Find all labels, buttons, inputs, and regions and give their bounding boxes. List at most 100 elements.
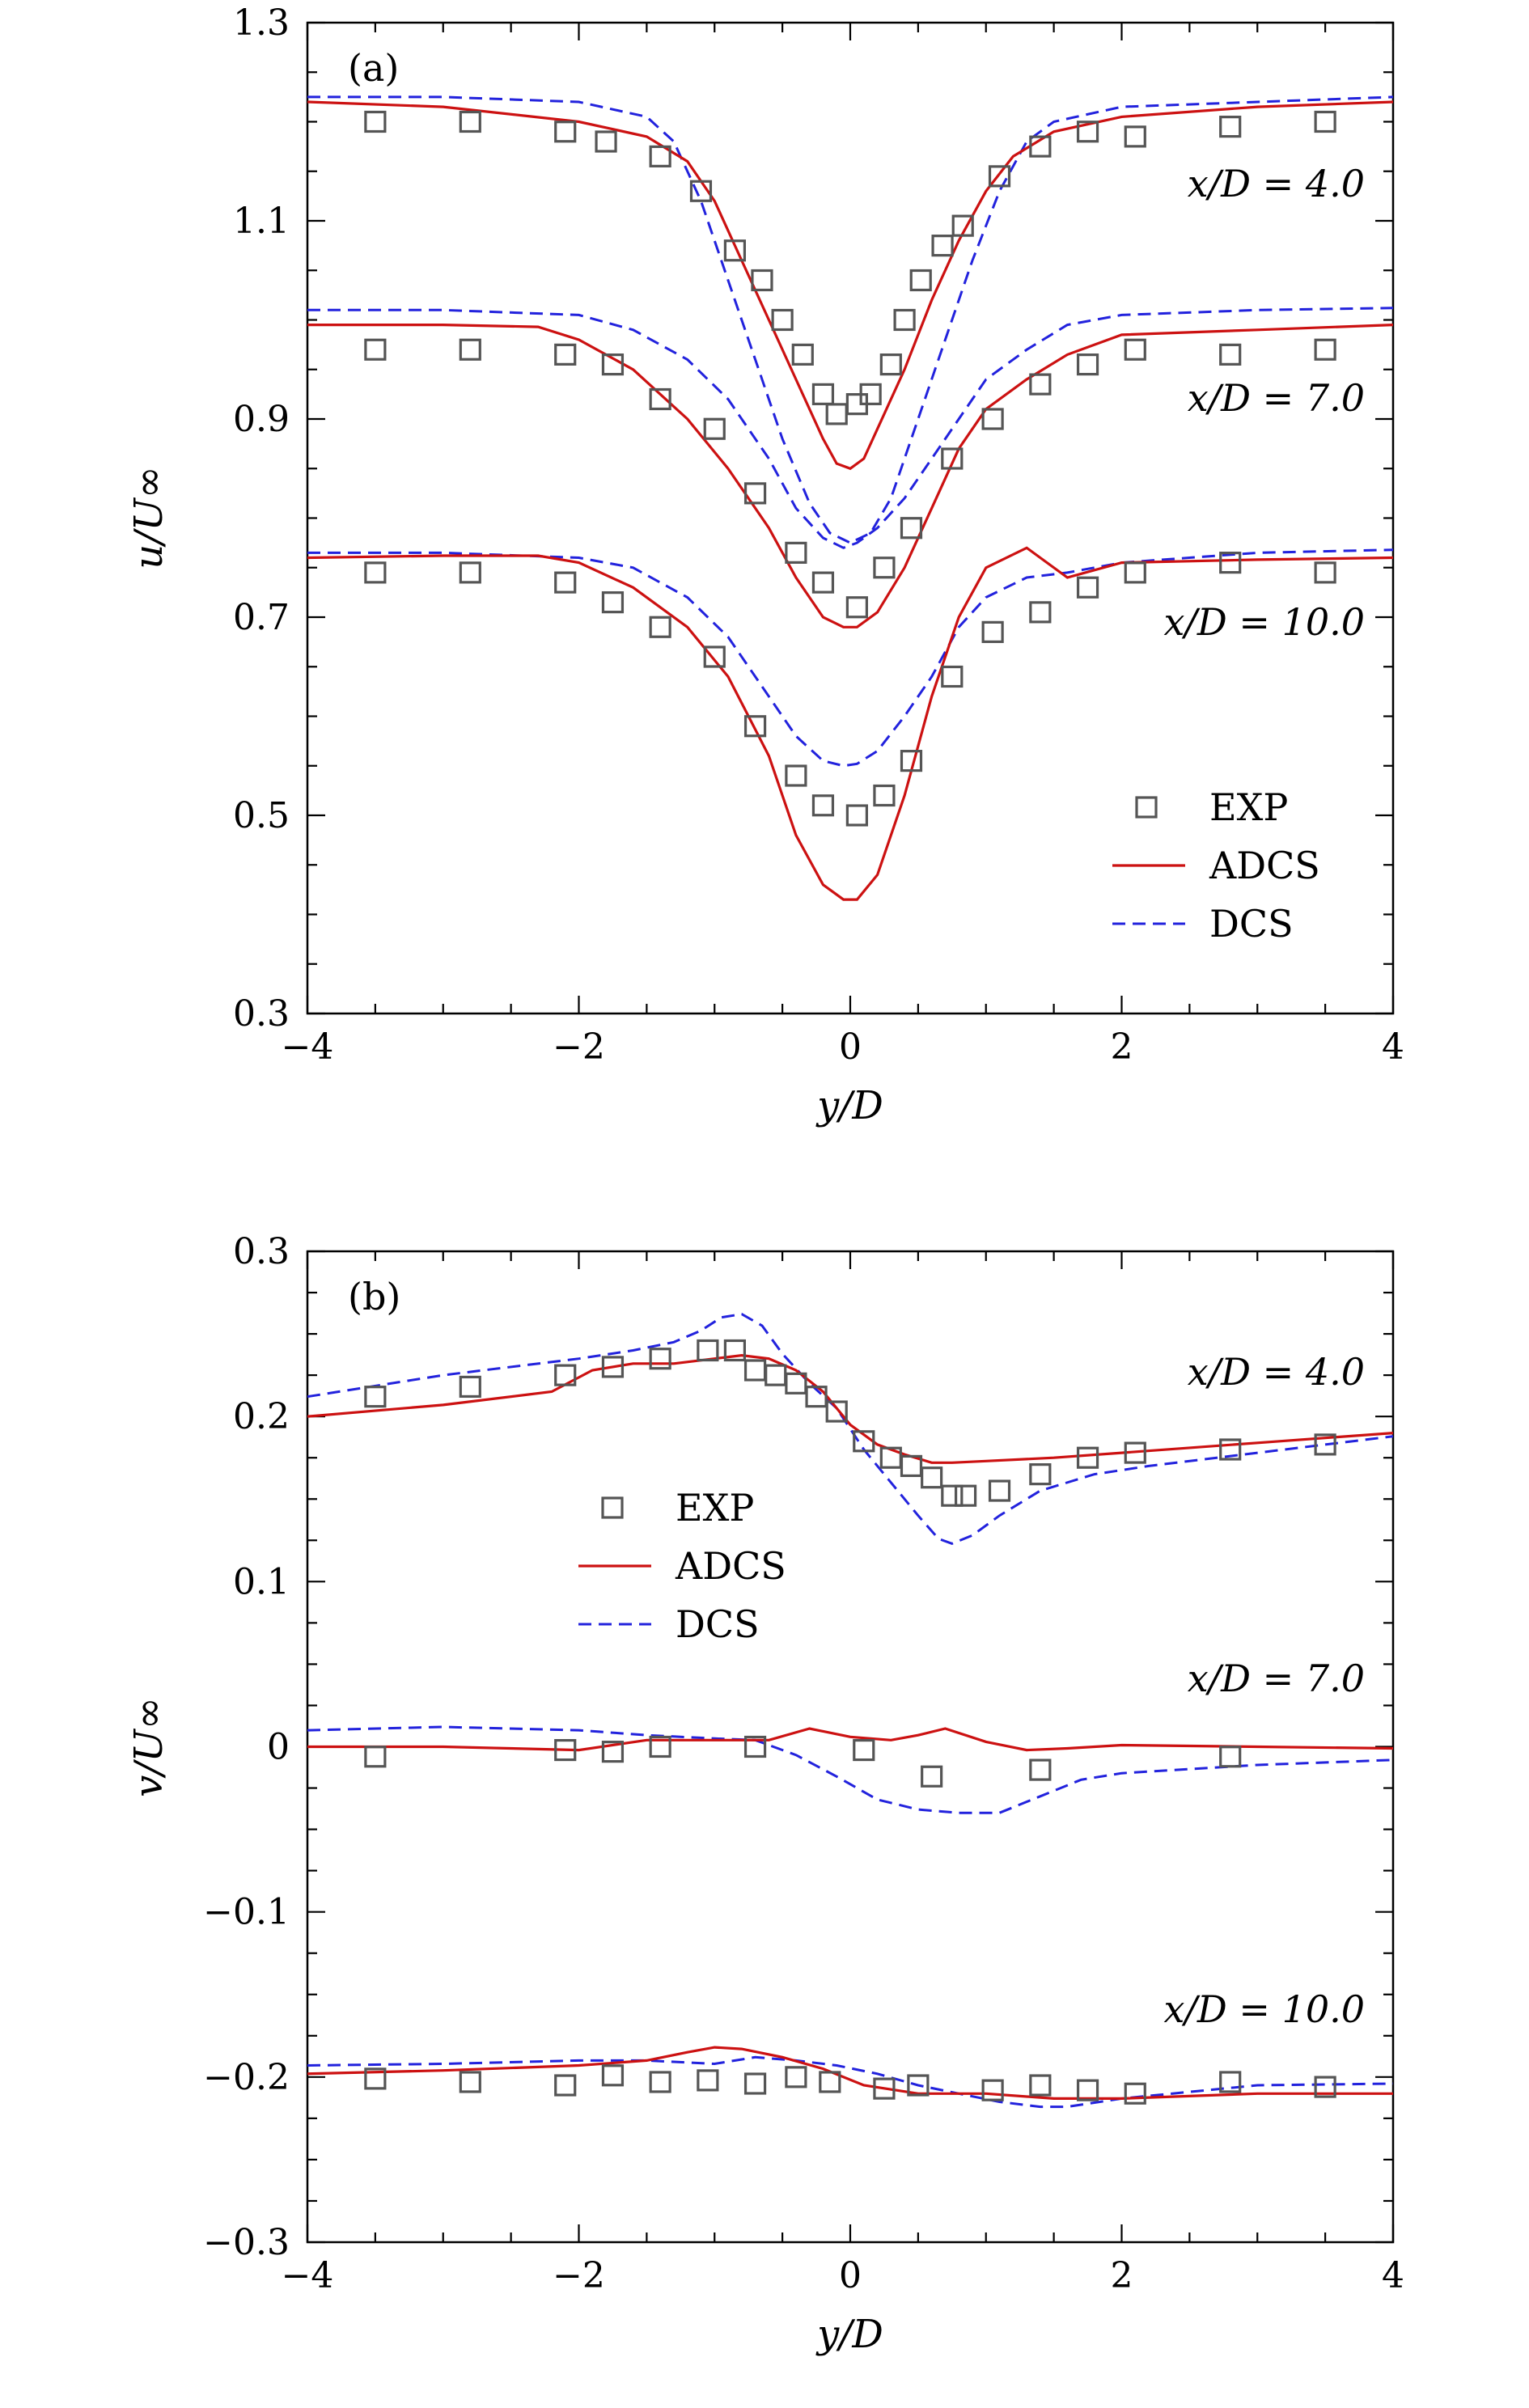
exp-point (853, 1738, 875, 1762)
exp-point (743, 2072, 767, 2095)
exp-point (811, 383, 835, 405)
y-tick-label: 0 (267, 1727, 290, 1768)
exp-point (1076, 576, 1099, 599)
exp-point (873, 2077, 896, 2100)
panel-a: −4 −2 0 2 4 0.3 0.5 0.7 0.9 1.1 1.3 y/D u/U∞ (a) x/D =… (126, 2, 1404, 1128)
x-tick-label: −2 (553, 2255, 605, 2296)
y-axis-label: u/U∞ (126, 466, 172, 569)
panel-label: (b) (348, 1275, 400, 1318)
dcs-line (307, 1313, 1393, 1546)
exp-point (689, 180, 713, 202)
exp-point (459, 2071, 481, 2093)
exp-point (1029, 1463, 1052, 1486)
exp-point (954, 1484, 977, 1507)
adcs-line (307, 546, 1393, 901)
exp-point (771, 308, 794, 332)
exp-point (819, 2071, 841, 2093)
dcs-line (307, 2055, 1393, 2109)
y-axis-label: v/U∞ (126, 1697, 172, 1797)
exp-point (981, 620, 1004, 643)
exp-point (1219, 552, 1242, 574)
exp-point (1029, 373, 1052, 396)
exp-point (649, 145, 671, 167)
exp-point (601, 1356, 625, 1378)
x-tick-label: −4 (282, 2255, 334, 2296)
group-annotation: x/D = 4.0 (1188, 162, 1365, 205)
exp-point (1124, 338, 1146, 361)
panel-label: (a) (348, 46, 399, 90)
legend-label: EXP (1209, 785, 1288, 829)
exp-point (601, 591, 625, 614)
exp-point (595, 130, 617, 153)
exp-point (1076, 1446, 1099, 1469)
y-tick-label: 0.3 (233, 1231, 290, 1272)
x-tick-label: 2 (1111, 2255, 1133, 2296)
exp-point (554, 571, 577, 594)
y-tick-label: 1.3 (233, 2, 290, 44)
exp-point (1314, 110, 1336, 133)
exp-point (743, 1359, 767, 1382)
exp-point (459, 338, 481, 361)
exp-point (554, 121, 577, 143)
exp-point (554, 1364, 577, 1386)
exp-point (785, 2066, 807, 2088)
exp-point (601, 1741, 625, 1763)
y-tick-label: 0.1 (233, 1561, 290, 1602)
dcs-line (307, 95, 1393, 544)
y-tick-label: −0.1 (203, 1892, 290, 1933)
exp-point (459, 561, 481, 584)
exp-point (1124, 125, 1146, 148)
exp-point (1219, 1746, 1242, 1768)
exp-point (873, 784, 896, 807)
exp-point (364, 338, 387, 361)
exp-point (364, 2067, 387, 2090)
exp-point (1314, 1433, 1336, 1456)
exp-point (907, 2074, 930, 2097)
exp-point (859, 383, 882, 405)
x-tick-label: 0 (839, 1026, 862, 1068)
exp-point (743, 482, 767, 505)
exp-point (751, 269, 773, 292)
exp-point (921, 1466, 943, 1489)
exp-point (1314, 561, 1336, 584)
exp-point (941, 447, 964, 470)
exp-point (785, 541, 807, 564)
exp-point (554, 2074, 577, 2097)
exp-point (764, 1364, 787, 1386)
exp-point (601, 2064, 625, 2087)
y-tick-label: 0.3 (233, 993, 290, 1035)
exp-point (988, 1479, 1011, 1502)
exp-point (931, 235, 954, 257)
exp-point (785, 1372, 807, 1394)
exp-point (909, 269, 932, 292)
exp-point (900, 517, 923, 540)
exp-point (900, 1454, 923, 1478)
exp-point (1219, 2071, 1242, 2093)
exp-point (853, 1430, 875, 1453)
exp-point (601, 353, 625, 376)
exp-point (1219, 1438, 1242, 1461)
legend-label: EXP (676, 1486, 754, 1530)
exp-point (825, 403, 848, 425)
exp-point (703, 645, 726, 668)
exp-point (1219, 116, 1242, 138)
exp-point (1029, 601, 1052, 624)
y-tick-label: 0.2 (233, 1396, 290, 1437)
y-tick-label: 0.7 (233, 597, 290, 638)
exp-point (1124, 561, 1146, 584)
y-tick-label: −0.3 (203, 2222, 290, 2263)
exp-point (723, 1339, 747, 1362)
exp-point (554, 343, 577, 366)
exp-point (723, 239, 747, 262)
exp-point (1314, 338, 1336, 361)
exp-point (900, 750, 923, 772)
x-axis-label: y/D (815, 2312, 883, 2357)
exp-point (1076, 353, 1099, 376)
exp-point (951, 214, 974, 237)
exp-point (825, 1400, 848, 1423)
exp-point (1314, 2076, 1336, 2098)
dcs-line (307, 548, 1393, 768)
y-tick-label: 1.1 (233, 201, 290, 242)
exp-point (1219, 343, 1242, 366)
x-tick-label: 4 (1382, 2255, 1404, 2296)
